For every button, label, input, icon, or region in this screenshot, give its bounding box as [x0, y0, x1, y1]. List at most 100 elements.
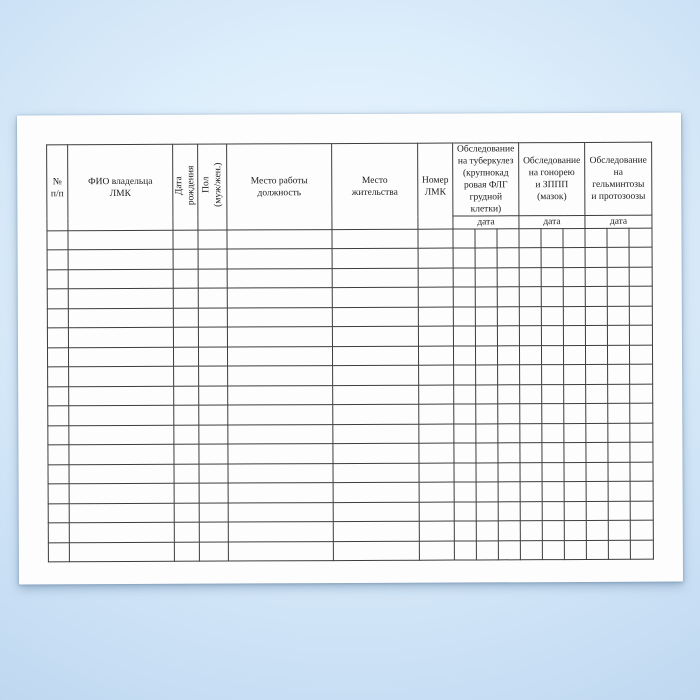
empty-cell [228, 521, 334, 542]
empty-cell [586, 500, 609, 521]
empty-cell [417, 229, 454, 249]
empty-cell [453, 443, 476, 463]
empty-cell [563, 345, 586, 365]
empty-cell [542, 501, 565, 521]
empty-cell [198, 249, 228, 270]
empty-cell [629, 364, 653, 385]
empty-cell [518, 228, 542, 249]
empty-cell [498, 501, 521, 521]
empty-cell [608, 461, 631, 482]
table-row [47, 383, 653, 407]
empty-cell [418, 462, 455, 483]
empty-cell [173, 405, 199, 425]
empty-cell [520, 481, 543, 502]
empty-cell [68, 288, 174, 309]
empty-cell [173, 366, 199, 387]
empty-cell [332, 443, 419, 464]
empty-cell [542, 540, 565, 560]
empty-cell [227, 365, 333, 386]
empty-cell [68, 269, 174, 290]
empty-cell [586, 539, 609, 560]
table-row [47, 247, 653, 270]
empty-cell [47, 269, 69, 290]
empty-cell [585, 364, 608, 385]
empty-cell [607, 247, 630, 268]
empty-cell [541, 423, 564, 443]
empty-cell [453, 267, 476, 288]
empty-cell [227, 424, 333, 445]
empty-cell [497, 365, 520, 385]
empty-cell [454, 482, 477, 502]
empty-cell [48, 464, 70, 484]
birth-date-vertical-label: Дата рождения [174, 165, 197, 205]
empty-cell [46, 230, 69, 251]
empty-cell [227, 326, 333, 347]
empty-cell [47, 386, 69, 407]
empty-cell [475, 365, 498, 385]
empty-cell [69, 541, 175, 562]
empty-cell [541, 384, 564, 404]
empty-cell [519, 306, 542, 327]
empty-cell [332, 268, 419, 288]
empty-cell [497, 403, 520, 424]
date-subheader-tuberculosis: дата [452, 215, 519, 230]
empty-cell [519, 442, 543, 463]
empty-cell [418, 384, 454, 405]
empty-cell [607, 345, 630, 365]
empty-cell [607, 422, 630, 443]
table-body [46, 228, 654, 562]
empty-cell [174, 522, 200, 542]
empty-cell [332, 346, 419, 366]
empty-cell [47, 328, 69, 348]
empty-cell [47, 367, 69, 387]
empty-cell [418, 443, 454, 463]
empty-cell [227, 385, 333, 406]
empty-cell [199, 463, 229, 484]
empty-cell [497, 326, 520, 346]
empty-cell [519, 384, 542, 404]
empty-cell [585, 423, 608, 443]
empty-cell [47, 405, 69, 426]
empty-cell [67, 230, 174, 251]
empty-cell [519, 345, 542, 366]
empty-cell [419, 540, 455, 561]
empty-cell [497, 287, 520, 307]
empty-cell [173, 346, 199, 367]
empty-cell [418, 267, 454, 288]
empty-cell [497, 306, 520, 327]
empty-cell [47, 444, 70, 465]
empty-cell [608, 500, 631, 521]
empty-cell [475, 443, 498, 463]
empty-cell [476, 481, 499, 502]
empty-cell [563, 364, 586, 385]
empty-cell [476, 540, 499, 560]
empty-cell [541, 364, 564, 385]
empty-cell [475, 287, 498, 307]
empty-cell [199, 541, 229, 562]
empty-cell [607, 384, 630, 404]
table-row [47, 403, 653, 426]
empty-cell [629, 383, 653, 404]
empty-cell [630, 481, 654, 501]
col-header-birth-date: Дата рождения [172, 144, 198, 231]
lmk-registration-journal-table: № п/п ФИО владельца ЛМК Дата рождения По… [46, 141, 655, 563]
empty-cell [173, 288, 199, 309]
empty-cell [333, 482, 420, 503]
empty-cell [607, 442, 631, 463]
empty-cell [198, 405, 228, 425]
sex-vertical-label: Пол (муж/жен.) [201, 162, 224, 208]
empty-cell [47, 425, 69, 445]
empty-cell [585, 384, 608, 404]
empty-cell [453, 326, 476, 346]
date-subheader-helminth: дата [584, 215, 653, 229]
empty-cell [69, 502, 175, 523]
table-row [47, 344, 653, 368]
empty-cell [198, 268, 228, 289]
empty-cell [608, 520, 631, 540]
empty-cell [68, 308, 174, 329]
empty-cell [227, 307, 333, 328]
empty-cell [172, 230, 199, 250]
date-subheader-gonorrhea: дата [518, 215, 586, 229]
empty-cell [562, 228, 586, 249]
